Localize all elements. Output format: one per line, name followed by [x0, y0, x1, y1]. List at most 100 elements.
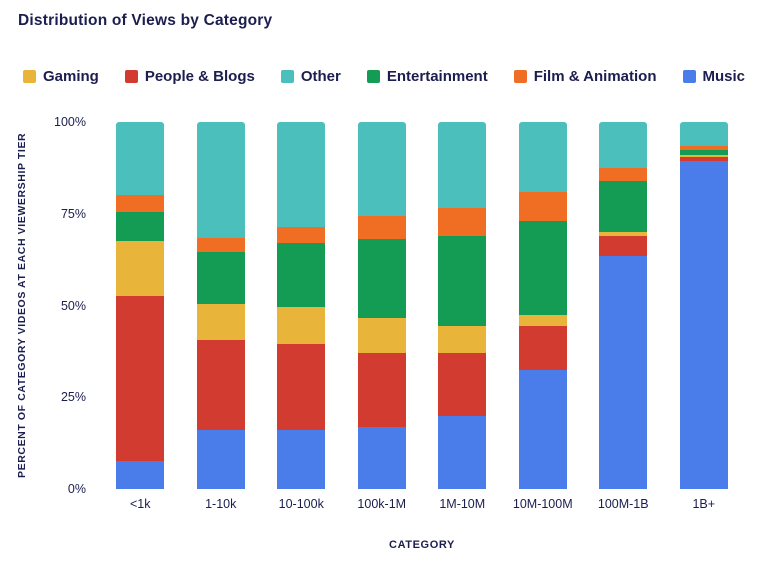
bar-segment-entertainment — [357, 239, 406, 319]
bar-segment-film-animation — [116, 195, 165, 212]
bar-segment-entertainment — [438, 235, 487, 326]
x-tick-label: 100k-1M — [357, 497, 407, 511]
bar-segment-other — [599, 122, 648, 168]
legend-label: Film & Animation — [533, 68, 657, 85]
y-tick-label: 50% — [60, 298, 86, 313]
bar-segment-entertainment — [116, 211, 165, 242]
bar-segment-film-animation — [196, 237, 245, 253]
legend-label: Gaming — [42, 68, 99, 85]
bar-segment-other — [196, 122, 245, 238]
bar-segment-music — [357, 426, 406, 489]
bar-segment-people-blogs — [277, 344, 326, 431]
bar-slot — [503, 122, 584, 489]
bar-segment-other — [679, 122, 728, 146]
bar-segment-people-blogs — [438, 353, 487, 416]
bar-segment-other — [518, 122, 567, 192]
y-tick-label: 25% — [60, 390, 86, 405]
legend-swatch-entertainment — [366, 70, 380, 83]
bar-segment-people-blogs — [679, 156, 728, 161]
legend-label: Music — [702, 68, 746, 85]
bar-segment-other — [277, 122, 326, 227]
bar-slot — [261, 122, 342, 489]
x-tick-label: 1-10k — [205, 497, 237, 511]
bar-segment-film-animation — [357, 215, 406, 240]
x-tick-label: 10-100k — [278, 497, 324, 511]
bar-segment-gaming — [116, 241, 165, 297]
legend-swatch-film-animation — [513, 70, 527, 83]
bar-segment-entertainment — [277, 243, 326, 308]
legend-item-music[interactable]: Music — [682, 68, 746, 85]
bar-segment-other — [116, 122, 165, 196]
x-tick-label: 10M-100M — [512, 497, 573, 511]
bar-segment-music — [438, 415, 487, 489]
bar-segment-gaming — [599, 232, 648, 236]
stacked-bar-1m-10m — [438, 122, 487, 489]
x-tick-label: 100M-1B — [597, 497, 649, 511]
legend-item-other[interactable]: Other — [280, 68, 341, 85]
bar-segment-gaming — [277, 307, 326, 345]
bar-segment-gaming — [357, 318, 406, 354]
bar-segment-people-blogs — [518, 325, 567, 370]
legend-item-film-animation[interactable]: Film & Animation — [513, 68, 657, 85]
legend-label: Other — [300, 68, 341, 85]
bar-segment-music — [599, 255, 648, 489]
y-tick-label: 100% — [54, 115, 86, 129]
stacked-bar-100k-1m — [357, 122, 406, 489]
y-axis-label: PERCENT OF CATEGORY VIDEOS AT EACH VIEWE… — [16, 132, 28, 478]
bar-segment-film-animation — [518, 191, 567, 222]
bar-segment-entertainment — [518, 221, 567, 315]
x-tick-label: 1M-10M — [439, 497, 486, 511]
stacked-bar-1-10k — [196, 122, 245, 489]
bar-segment-other — [357, 122, 406, 216]
bar-segment-people-blogs — [599, 235, 648, 256]
bar-segment-film-animation — [438, 208, 487, 236]
legend-swatch-music — [682, 70, 696, 83]
legend-swatch-gaming — [22, 70, 36, 83]
bar-segment-film-animation — [277, 226, 326, 244]
bars-container — [100, 122, 744, 489]
x-tick-label: 1B+ — [692, 497, 716, 511]
x-axis-ticks: <1k 1-10k 10-100k 100k-1M 1M-10M 10M-100M 100M… — [100, 497, 744, 511]
legend-label: Entertainment — [386, 68, 488, 85]
bar-slot — [664, 122, 745, 489]
bar-segment-music — [679, 160, 728, 489]
stacked-bar-100m-1b — [599, 122, 648, 489]
bar-segment-other — [438, 122, 487, 209]
stacked-bar-10-100k — [277, 122, 326, 489]
bar-slot — [342, 122, 423, 489]
bar-segment-people-blogs — [357, 353, 406, 427]
bar-segment-music — [277, 430, 326, 489]
y-tick-label: 0% — [67, 482, 86, 496]
x-axis-label: CATEGORY — [389, 539, 455, 551]
legend-swatch-other — [280, 70, 294, 83]
x-tick-label: <1k — [129, 497, 151, 511]
plot-area: 0% 25% 50% 75% 100% — [54, 115, 744, 496]
bar-segment-entertainment — [196, 252, 245, 304]
chart-legend: Gaming People & Blogs Other Entertainment Fi… — [0, 68, 768, 85]
y-tick-label: 75% — [60, 206, 86, 221]
bar-segment-music — [196, 430, 245, 489]
bar-segment-gaming — [518, 314, 567, 326]
bar-slot — [181, 122, 262, 489]
bar-segment-music — [116, 461, 165, 489]
legend-item-gaming[interactable]: Gaming — [22, 68, 99, 85]
stacked-bar-1k — [116, 122, 165, 489]
legend-item-people-blogs[interactable]: People & Blogs — [124, 68, 255, 85]
bar-segment-gaming — [679, 155, 728, 157]
bar-segment-gaming — [438, 325, 487, 354]
bar-segment-people-blogs — [196, 340, 245, 431]
bar-segment-people-blogs — [116, 296, 165, 462]
bar-segment-gaming — [196, 303, 245, 341]
chart-title: Distribution of Views by Category — [18, 12, 273, 29]
bar-segment-film-animation — [679, 145, 728, 150]
stacked-bar-1b — [679, 122, 728, 489]
bar-slot — [583, 122, 664, 489]
bar-segment-entertainment — [599, 180, 648, 233]
bar-segment-entertainment — [679, 149, 728, 156]
bar-slot — [422, 122, 503, 489]
legend-swatch-people-blogs — [124, 70, 138, 83]
legend-item-entertainment[interactable]: Entertainment — [366, 68, 488, 85]
bar-segment-music — [518, 369, 567, 489]
legend-label: People & Blogs — [144, 68, 255, 85]
